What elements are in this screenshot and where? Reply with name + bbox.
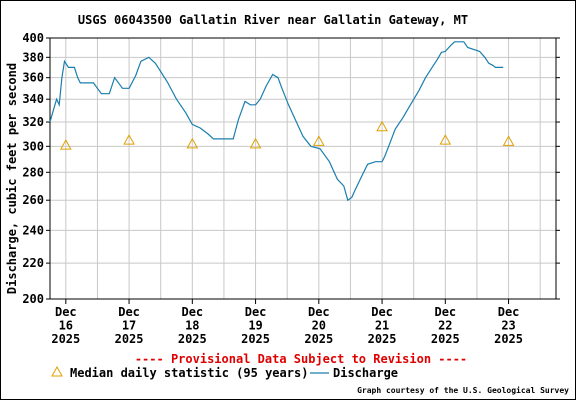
y-tick-label: 400: [22, 31, 44, 45]
x-tick-label: 2025: [494, 332, 523, 346]
x-tick-label: 21: [375, 319, 389, 333]
y-tick-label: 340: [22, 92, 44, 106]
x-tick-label: 22: [438, 319, 452, 333]
y-tick-label: 220: [22, 256, 44, 270]
x-tick-label: Dec: [118, 305, 140, 319]
y-tick-label: 300: [22, 139, 44, 153]
median-point: [376, 120, 388, 132]
x-tick-label: 2025: [431, 332, 460, 346]
y-tick-label: 260: [22, 193, 44, 207]
median-point: [502, 135, 515, 146]
y-tick-label: 200: [22, 292, 44, 306]
x-tick-label: 2025: [115, 332, 144, 346]
x-tick-label: 2025: [178, 332, 207, 346]
provisional-note: ---- Provisional Data Subject to Revisio…: [135, 352, 467, 366]
x-tick-label: Dec: [498, 305, 520, 319]
legend-triangle-icon: [51, 365, 63, 377]
x-tick-label: 23: [501, 319, 515, 333]
median-point: [123, 134, 135, 145]
legend-label-median: Median daily statistic (95 years): [70, 366, 308, 380]
y-tick-label: 280: [22, 165, 44, 179]
x-tick-label: 19: [248, 319, 262, 333]
y-tick-label: 380: [22, 50, 44, 64]
x-tick-label: Dec: [308, 305, 330, 319]
y-tick-label: 360: [22, 71, 44, 85]
median-point: [59, 139, 72, 150]
x-tick-label: 2025: [368, 332, 397, 346]
x-tick-label: 20: [312, 319, 326, 333]
chart-title: USGS 06043500 Gallatin River near Gallat…: [78, 13, 468, 27]
x-tick-label: 2025: [304, 332, 333, 346]
x-tick-label: 2025: [51, 332, 80, 346]
x-tick-label: 17: [122, 319, 136, 333]
credit-text: Graph courtesy of the U.S. Geological Su…: [357, 385, 569, 395]
discharge-line: [49, 41, 504, 202]
median-point: [312, 135, 325, 146]
x-tick-label: Dec: [181, 305, 203, 319]
x-tick-label: 18: [185, 319, 199, 333]
x-tick-label: 16: [59, 319, 73, 333]
y-axis-label: Discharge, cubic feet per second: [5, 63, 19, 294]
plot-area-border: [49, 37, 557, 300]
x-tick-label: Dec: [434, 305, 456, 319]
median-point: [186, 137, 199, 149]
x-tick-label: Dec: [55, 305, 77, 319]
y-tick-label: 320: [22, 115, 44, 129]
y-tick-label: 240: [22, 223, 44, 237]
x-tick-label: Dec: [371, 305, 393, 319]
legend-label-discharge: Discharge: [333, 366, 398, 380]
x-tick-label: 2025: [241, 332, 270, 346]
median-point: [439, 134, 452, 145]
x-tick-label: Dec: [245, 305, 267, 319]
median-point: [249, 137, 262, 149]
